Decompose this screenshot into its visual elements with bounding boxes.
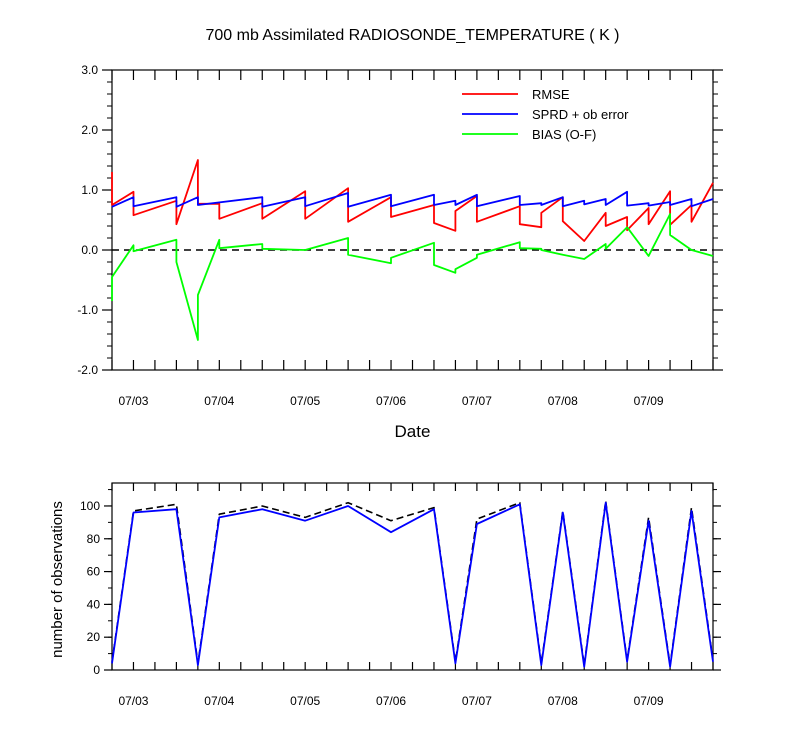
x-tick-label: 07/06 [376, 394, 406, 408]
x-tick-label: 07/08 [548, 394, 578, 408]
y-tick-label: 40 [87, 597, 101, 611]
x-tick-label: 07/04 [204, 394, 234, 408]
x-tick-label: 07/09 [634, 694, 664, 708]
x-tick-label: 07/03 [118, 394, 148, 408]
series-line-bias-o-f [111, 213, 714, 341]
y-tick-label: -1.0 [77, 303, 98, 317]
y-tick-label: 1.0 [81, 183, 98, 197]
y-tick-label: 2.0 [81, 123, 98, 137]
legend-label: BIAS (O-F) [532, 127, 596, 142]
x-tick-label: 07/08 [548, 694, 578, 708]
x-tick-label: 07/05 [290, 694, 320, 708]
legend-label: RMSE [532, 87, 570, 102]
y-tick-label: 0.0 [81, 243, 98, 257]
y-tick-label: 80 [87, 532, 101, 546]
y-tick-label: 3.0 [81, 63, 98, 77]
series-line-sprd-ob-error [111, 190, 714, 208]
y-tick-label: 100 [80, 499, 100, 513]
x-tick-label: 07/06 [376, 694, 406, 708]
y-tick-label: -2.0 [77, 363, 98, 377]
x-tick-label: 07/07 [462, 394, 492, 408]
x-axis-label: Date [395, 422, 431, 441]
y-tick-label: 0 [93, 663, 100, 677]
x-tick-label: 07/04 [204, 694, 234, 708]
x-tick-label: 07/09 [634, 394, 664, 408]
legend-label: SPRD + ob error [532, 107, 629, 122]
y-axis-label: number of observations [49, 501, 66, 658]
x-tick-label: 07/05 [290, 394, 320, 408]
chart-title: 700 mb Assimilated RADIOSONDE_TEMPERATUR… [205, 27, 619, 44]
x-tick-label: 07/07 [462, 694, 492, 708]
bottom-panel: 07/03 07/04 07/05 07/06 07/07 07/08 07/09 100 80… [49, 482, 721, 708]
x-tick-label: 07/03 [118, 694, 148, 708]
y-tick-label: 20 [87, 630, 101, 644]
top-panel: 700 mb Assimilated RADIOSONDE_TEMPERATUR… [77, 27, 723, 441]
y-tick-label: 60 [87, 565, 101, 579]
series-line-used [111, 501, 714, 668]
